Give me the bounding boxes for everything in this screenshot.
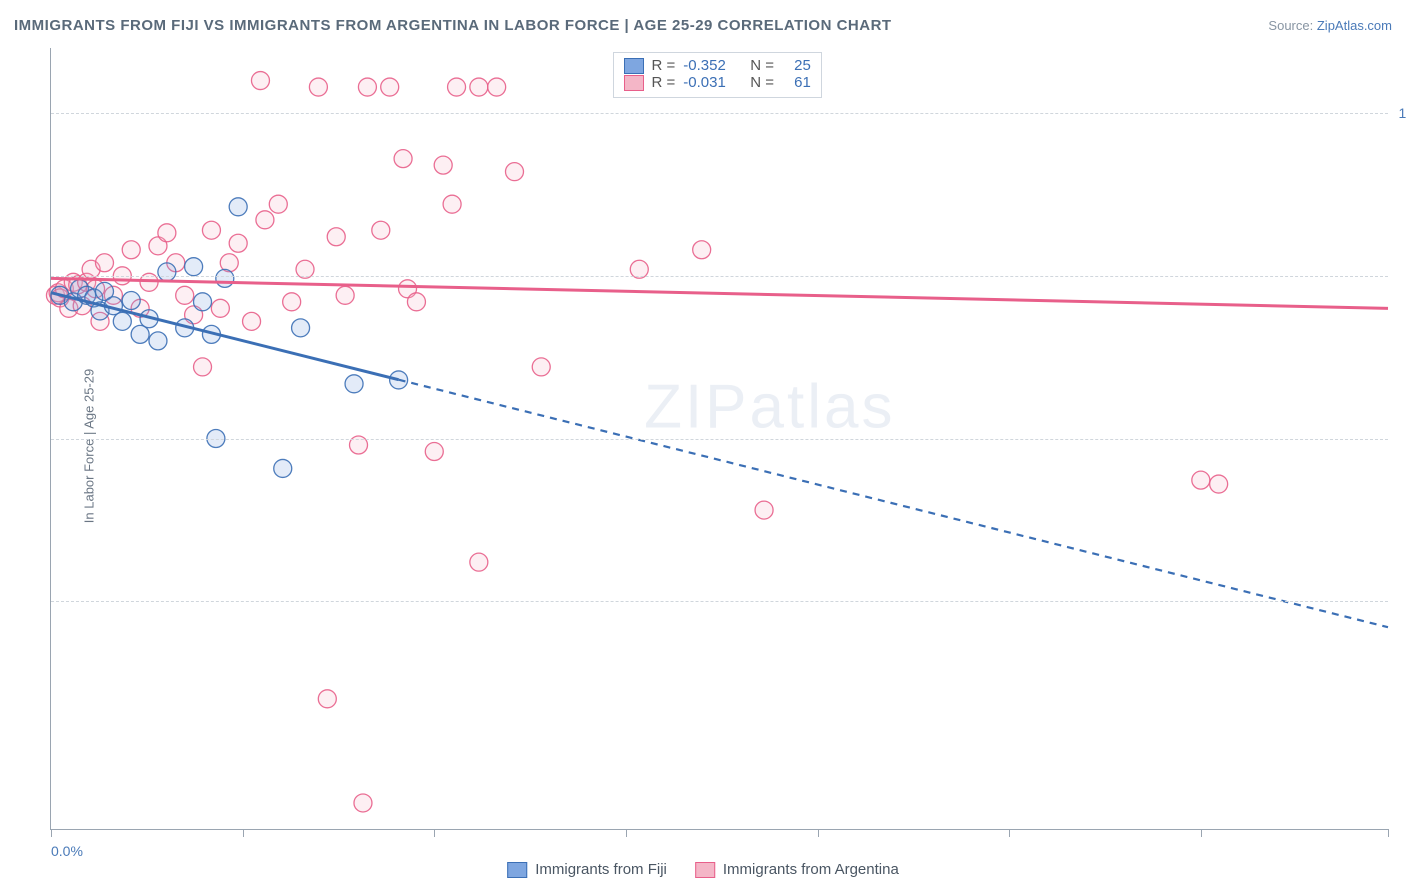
scatter-point [318, 690, 336, 708]
legend-stat-row: R = -0.031 N = 61 [624, 74, 811, 91]
r-label: R = [652, 74, 676, 91]
scatter-point [95, 254, 113, 272]
scatter-point [185, 258, 203, 276]
scatter-point [122, 292, 140, 310]
y-tick-label: 100.0% [1399, 105, 1406, 121]
scatter-point [345, 375, 363, 393]
scatter-point [381, 78, 399, 96]
source-link[interactable]: ZipAtlas.com [1317, 18, 1392, 33]
x-tick [626, 829, 627, 837]
x-tick [818, 829, 819, 837]
scatter-point [292, 319, 310, 337]
scatter-point [256, 211, 274, 229]
legend-item: Immigrants from Argentina [695, 861, 899, 878]
chart-header: IMMIGRANTS FROM FIJI VS IMMIGRANTS FROM … [14, 10, 1392, 40]
scatter-point [443, 195, 461, 213]
x-tick-label: 0.0% [51, 843, 83, 859]
legend-swatch [695, 862, 715, 878]
scatter-point [158, 224, 176, 242]
scatter-point [229, 234, 247, 252]
scatter-point [283, 293, 301, 311]
scatter-point [693, 241, 711, 259]
regression-line-dashed [399, 380, 1388, 628]
gridline-h [51, 113, 1388, 114]
scatter-point [488, 78, 506, 96]
x-tick [243, 829, 244, 837]
scatter-point [229, 198, 247, 216]
scatter-point [394, 150, 412, 168]
scatter-point [122, 241, 140, 259]
scatter-point [1210, 475, 1228, 493]
source-label: Source: [1268, 18, 1313, 33]
scatter-point [274, 459, 292, 477]
scatter-point [354, 794, 372, 812]
scatter-point [425, 443, 443, 461]
correlation-legend: R = -0.352 N = 25 R = -0.031 N = 61 [613, 52, 822, 98]
x-tick [51, 829, 52, 837]
scatter-point [194, 358, 212, 376]
r-label: R = [652, 57, 676, 74]
plot-area: ZIPatlas R =-0.352 N = 25R =-0.031 N = 6… [50, 48, 1388, 830]
scatter-point [1192, 471, 1210, 489]
source-attribution: Source: ZipAtlas.com [1268, 18, 1392, 33]
scatter-point [532, 358, 550, 376]
series-legend: Immigrants from Fiji Immigrants from Arge… [507, 861, 899, 878]
regression-line [51, 278, 1388, 308]
scatter-point [202, 221, 220, 239]
n-value: 61 [794, 74, 811, 91]
scatter-point [327, 228, 345, 246]
scatter-point [194, 293, 212, 311]
n-label: N = [750, 57, 774, 74]
scatter-point [211, 299, 229, 317]
scatter-point [470, 78, 488, 96]
gridline-h [51, 439, 1388, 440]
scatter-point [358, 78, 376, 96]
scatter-point [505, 163, 523, 181]
scatter-point [243, 312, 261, 330]
scatter-point [269, 195, 287, 213]
scatter-point [216, 269, 234, 287]
legend-swatch [624, 75, 644, 91]
legend-item: Immigrants from Fiji [507, 861, 667, 878]
scatter-point [470, 553, 488, 571]
r-value: -0.031 [683, 74, 726, 91]
legend-swatch [624, 58, 644, 74]
gridline-h [51, 276, 1388, 277]
scatter-point [336, 286, 354, 304]
scatter-point [372, 221, 390, 239]
scatter-point [158, 263, 176, 281]
scatter-point [113, 312, 131, 330]
scatter-point [448, 78, 466, 96]
r-value: -0.352 [683, 57, 726, 74]
gridline-h [51, 601, 1388, 602]
n-value: 25 [794, 57, 811, 74]
scatter-point [176, 286, 194, 304]
legend-stat-row: R = -0.352 N = 25 [624, 57, 811, 74]
scatter-point [755, 501, 773, 519]
x-tick [1201, 829, 1202, 837]
scatter-point [407, 293, 425, 311]
n-label: N = [750, 74, 774, 91]
legend-swatch [507, 862, 527, 878]
legend-label: Immigrants from Argentina [723, 861, 899, 878]
scatter-point [149, 332, 167, 350]
x-tick [1009, 829, 1010, 837]
legend-label: Immigrants from Fiji [535, 861, 667, 878]
x-tick [1388, 829, 1389, 837]
scatter-point [309, 78, 327, 96]
chart-title: IMMIGRANTS FROM FIJI VS IMMIGRANTS FROM … [14, 17, 892, 34]
scatter-point [131, 325, 149, 343]
scatter-point [251, 72, 269, 90]
x-tick [434, 829, 435, 837]
scatter-point [434, 156, 452, 174]
